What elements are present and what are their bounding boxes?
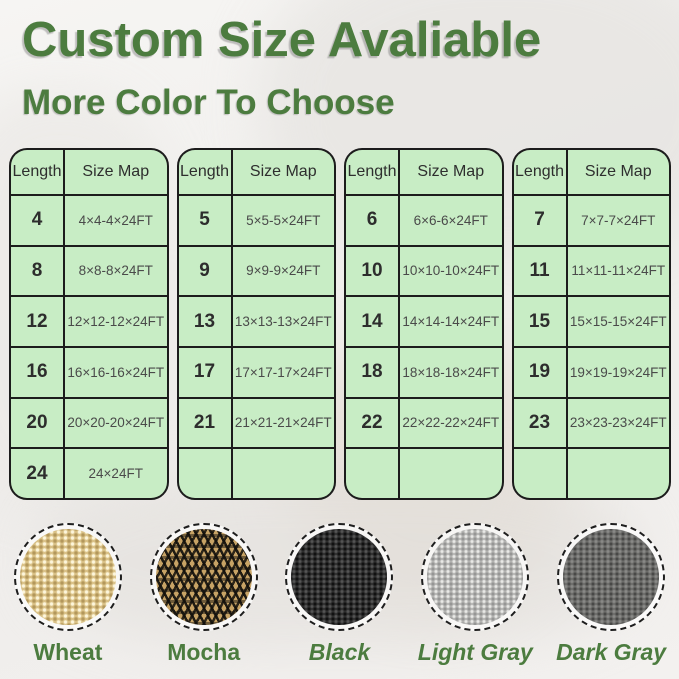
length-value-cell: 23 — [513, 398, 566, 448]
size-map-value-cell: 24×24FT — [65, 449, 167, 498]
length-value-cell: 19 — [513, 348, 566, 397]
swatch-dashed-ring — [13, 523, 122, 631]
length-value-cell: 13 — [178, 297, 231, 346]
swatch-label-black: Black — [308, 639, 371, 665]
length-value-cell: 14 — [346, 297, 398, 346]
size-map-value-cell — [567, 449, 669, 498]
swatch-label-mocha: Mocha — [167, 639, 241, 665]
swatch-label-dark-gray: Dark Gray — [556, 639, 667, 665]
size-map-value-cell: 4×4-4×24FT — [65, 196, 167, 245]
size-map-value-cell: 14×14-14×24FT — [400, 297, 502, 346]
length-value-cell: 9 — [178, 246, 231, 296]
size-map-column-header: Size Map — [567, 150, 669, 194]
length-column-header: Length — [11, 150, 63, 194]
size-map-value-cell: 15×15-15×24FT — [567, 297, 669, 346]
length-column-header: Length — [178, 150, 231, 194]
swatch-label-wheat: Wheat — [33, 639, 103, 665]
length-column-header: Length — [513, 150, 566, 194]
length-value-cell: 10 — [346, 246, 398, 296]
swatch-wheat: Wheat — [0, 523, 135, 666]
length-value-cell: 20 — [11, 398, 63, 448]
size-table-4: Length Size Map 7 7×7-7×24FT 11 11×11-11×24FT… — [511, 148, 671, 500]
size-map-value-cell: 19×19-19×24FT — [567, 348, 669, 397]
page-title: Custom Size Avaliable — [22, 13, 542, 67]
length-value-cell: 12 — [11, 297, 63, 346]
swatch-dashed-ring — [557, 523, 666, 631]
size-map-value-cell: 7×7-7×24FT — [567, 196, 669, 245]
size-map-value-cell: 5×5-5×24FT — [232, 196, 334, 245]
length-value-cell: 17 — [178, 348, 231, 397]
fabric-sample-black — [291, 529, 388, 625]
size-map-value-cell: 23×23-23×24FT — [567, 398, 669, 448]
length-value-cell: 5 — [178, 196, 231, 245]
swatch-mocha: Mocha — [136, 523, 271, 666]
size-map-value-cell: 22×22-22×24FT — [400, 398, 502, 448]
swatch-black: Black — [272, 523, 407, 666]
length-value-cell — [178, 449, 231, 498]
page-subtitle: More Color To Choose — [22, 83, 395, 122]
size-map-column-header: Size Map — [232, 150, 334, 194]
size-map-value-cell: 10×10-10×24FT — [400, 246, 502, 296]
size-map-value-cell — [400, 449, 502, 498]
length-column-header: Length — [346, 150, 398, 194]
swatch-light-gray: Light Gray — [408, 523, 543, 666]
size-map-value-cell: 21×21-21×24FT — [232, 398, 334, 448]
size-map-value-cell: 17×17-17×24FT — [232, 348, 334, 397]
swatch-label-light-gray: Light Gray — [417, 639, 533, 665]
size-map-value-cell: 18×18-18×24FT — [400, 348, 502, 397]
fabric-sample-dark-gray — [563, 529, 660, 625]
swatch-dashed-ring — [421, 523, 530, 631]
length-value-cell: 11 — [513, 246, 566, 296]
size-map-value-cell: 12×12-12×24FT — [65, 297, 167, 346]
fabric-sample-wheat — [19, 529, 116, 625]
color-swatches: Wheat Mocha Black Light Gray Dark Gray — [0, 523, 679, 666]
length-value-cell: 6 — [346, 196, 398, 245]
length-value-cell — [513, 449, 566, 498]
size-map-value-cell: 16×16-16×24FT — [65, 348, 167, 397]
size-map-column-header: Size Map — [400, 150, 502, 194]
size-map-value-cell: 20×20-20×24FT — [65, 398, 167, 448]
swatch-dark-gray: Dark Gray — [544, 523, 679, 666]
size-map-value-cell: 6×6-6×24FT — [400, 196, 502, 245]
size-table-2: Length Size Map 5 5×5-5×24FT 9 9×9-9×24FT 13 13… — [176, 148, 336, 500]
size-map-value-cell: 8×8-8×24FT — [65, 246, 167, 296]
fabric-sample-light-gray — [427, 529, 524, 625]
size-map-value-cell — [232, 449, 334, 498]
size-table-3: Length Size Map 6 6×6-6×24FT 10 10×10-10×24FT… — [344, 148, 504, 500]
length-value-cell: 18 — [346, 348, 398, 397]
length-value-cell: 21 — [178, 398, 231, 448]
length-value-cell: 16 — [11, 348, 63, 397]
length-value-cell — [346, 449, 398, 498]
length-value-cell: 4 — [11, 196, 63, 245]
length-value-cell: 8 — [11, 246, 63, 296]
size-tables: Length Size Map 4 4×4-4×24FT 8 8×8-8×24FT 12 12… — [9, 148, 671, 500]
size-map-value-cell: 9×9-9×24FT — [232, 246, 334, 296]
size-map-value-cell: 11×11-11×24FT — [567, 246, 669, 296]
length-value-cell: 24 — [11, 449, 63, 498]
fabric-sample-mocha — [155, 529, 252, 625]
size-map-column-header: Size Map — [65, 150, 167, 194]
length-value-cell: 15 — [513, 297, 566, 346]
swatch-dashed-ring — [285, 523, 394, 631]
length-value-cell: 7 — [513, 196, 566, 245]
length-value-cell: 22 — [346, 398, 398, 448]
swatch-dashed-ring — [149, 523, 258, 631]
size-map-value-cell: 13×13-13×24FT — [232, 297, 334, 346]
size-table-1: Length Size Map 4 4×4-4×24FT 8 8×8-8×24FT 12 12… — [9, 148, 169, 500]
